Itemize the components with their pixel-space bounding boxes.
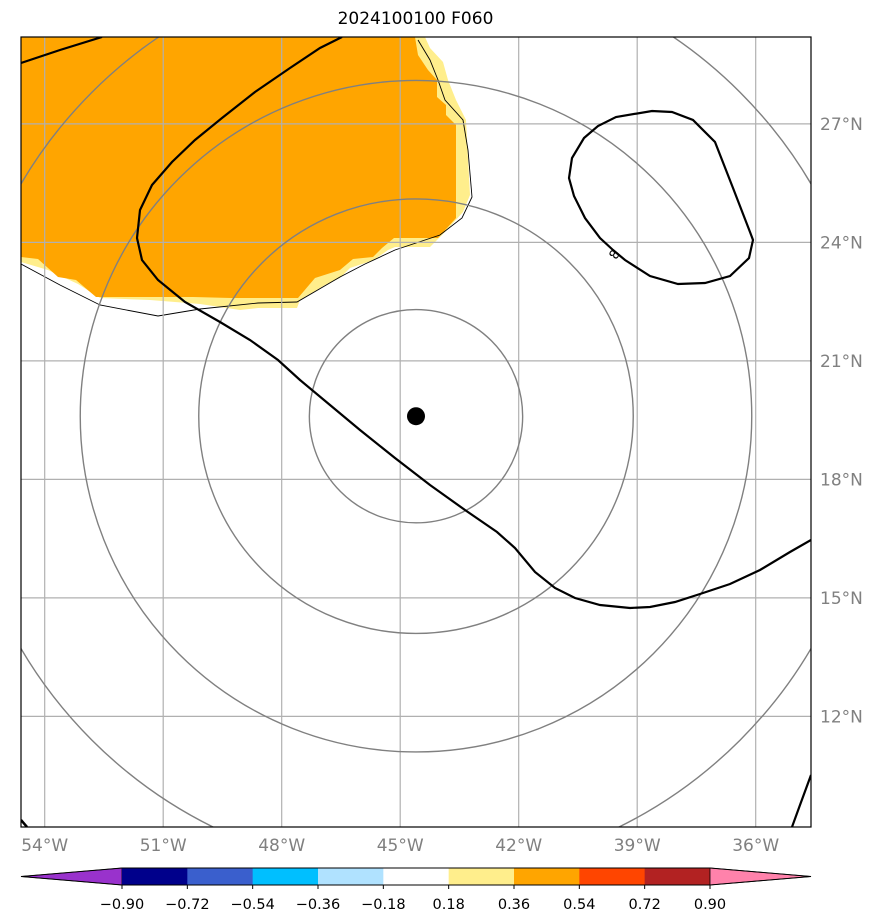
colorbar-tick-label: 0.54	[563, 897, 595, 913]
colorbar-tick-label: −0.36	[296, 897, 340, 913]
lat-tick-label: 18°N	[820, 470, 863, 490]
range-ring	[308, 308, 524, 524]
colorbar-segment	[252, 868, 319, 885]
storm-center-marker	[407, 407, 425, 426]
lon-tick-label: 39°W	[614, 836, 661, 856]
longitude-labels: 54°W 51°W 48°W 45°W 42°W 39°W 36°W	[21, 836, 779, 856]
colorbar-tick-label: 0.72	[629, 897, 661, 913]
lon-tick-label: 48°W	[258, 836, 305, 856]
colorbar-segment	[122, 868, 188, 885]
map-frame	[20, 36, 812, 828]
graticule	[21, 37, 811, 827]
colorbar-segment	[644, 868, 711, 885]
colorbar-tick-label: −0.54	[230, 897, 274, 913]
contour-line-southeast	[790, 774, 811, 827]
colorbar: −0.90 −0.72 −0.54 −0.36 −0.18 0.18 0.36 0.54 0.7…	[20, 867, 812, 913]
map-title: 2024100100 F060	[337, 9, 494, 29]
lon-tick-label: 51°W	[140, 836, 187, 856]
lat-tick-label: 27°N	[820, 115, 863, 135]
colorbar-extend-high	[709, 867, 812, 886]
range-rings	[21, 37, 811, 827]
lat-tick-label: 21°N	[820, 352, 863, 372]
contour-loop-east	[567, 109, 755, 286]
colorbar-tick-label: −0.90	[100, 897, 144, 913]
lon-tick-label: 54°W	[21, 836, 68, 856]
colorbar-segment	[318, 868, 384, 885]
field-outline	[21, 39, 473, 317]
lon-tick-label: 36°W	[732, 836, 779, 856]
lat-tick-label: 15°N	[820, 589, 863, 609]
lat-tick-label: 12°N	[820, 707, 863, 727]
contour-line-main	[135, 37, 811, 610]
contour-line-corner	[21, 819, 28, 827]
colorbar-segment	[448, 868, 515, 885]
colorbar-segment	[514, 868, 580, 885]
colorbar-segment	[579, 868, 646, 885]
contour-line-north	[21, 37, 103, 65]
latitude-labels: 12°N 15°N 18°N 21°N 24°N 27°N	[820, 115, 863, 728]
contour-label: 8	[607, 248, 624, 263]
colorbar-tick-label: 0.36	[498, 897, 530, 913]
lon-tick-label: 45°W	[377, 836, 424, 856]
colorbar-tick-label: −0.18	[361, 897, 405, 913]
colorbar-tick-label: −0.72	[165, 897, 209, 913]
colorbar-tick-label: 0.18	[433, 897, 465, 913]
colorbar-segment	[383, 868, 450, 885]
colorbar-tick-label: 0.90	[694, 897, 726, 913]
lon-tick-label: 42°W	[495, 836, 542, 856]
field-fill-region	[21, 37, 456, 298]
colorbar-segment	[187, 868, 254, 885]
lat-tick-label: 24°N	[820, 233, 863, 253]
colorbar-extend-low	[20, 867, 123, 886]
range-ring	[198, 198, 634, 635]
range-ring	[79, 79, 753, 753]
